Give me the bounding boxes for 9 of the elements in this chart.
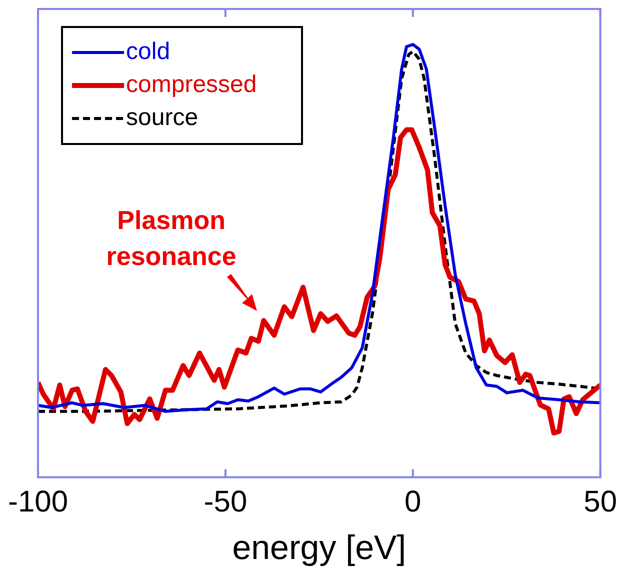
x-axis-title: energy [eV] bbox=[232, 528, 406, 567]
x-tick-label: -100 bbox=[8, 485, 68, 518]
x-tick-label: 0 bbox=[404, 485, 422, 518]
legend-label: cold bbox=[126, 38, 170, 66]
annotation: Plasmon resonance bbox=[106, 205, 236, 272]
legend-label: compressed bbox=[126, 71, 257, 98]
x-tick-label: -50 bbox=[204, 485, 248, 518]
legend-label: source bbox=[126, 104, 198, 132]
x-tick-label: 50 bbox=[584, 485, 618, 518]
